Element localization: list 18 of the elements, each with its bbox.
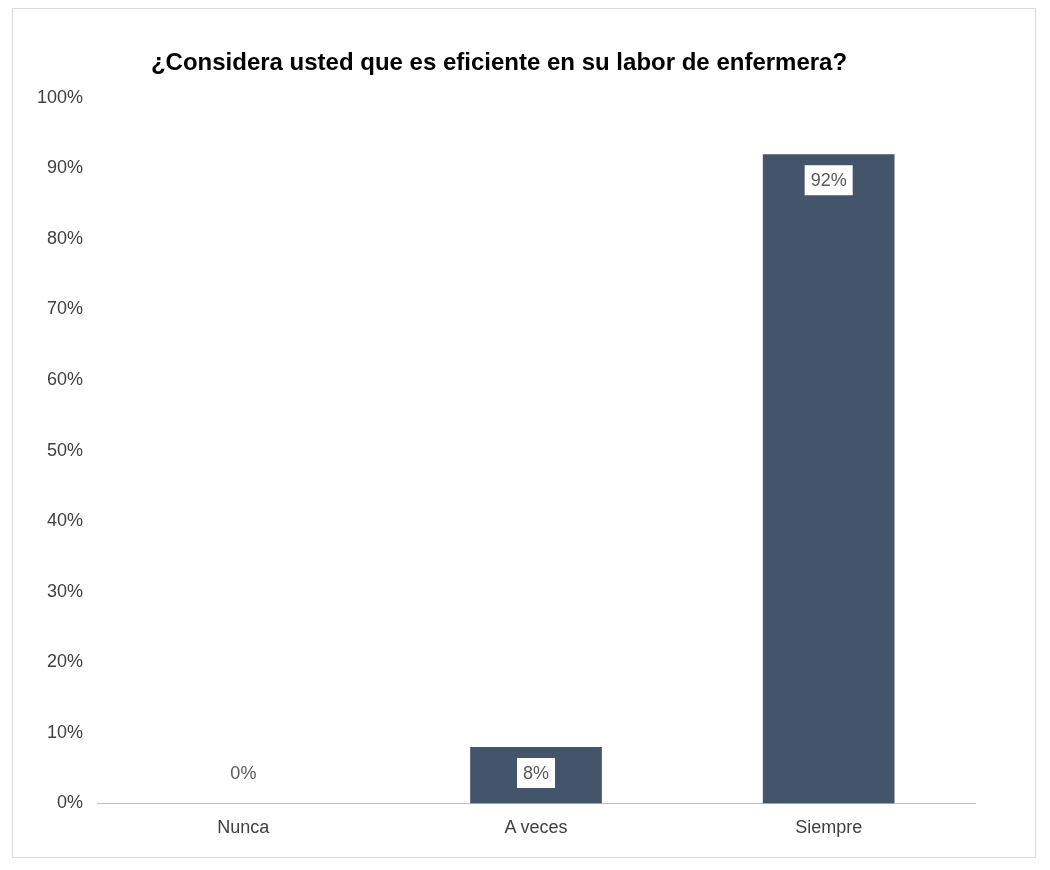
y-tick-label: 90% xyxy=(47,157,84,178)
x-tick-label: Siempre xyxy=(795,817,863,838)
y-tick-label: 70% xyxy=(47,298,84,319)
y-tick-label: 20% xyxy=(47,651,84,672)
y-tick-label: 30% xyxy=(47,580,84,601)
y-tick-label: 40% xyxy=(47,510,84,531)
y-tick-label: 60% xyxy=(47,369,84,390)
x-tick-label: A veces xyxy=(504,817,568,838)
y-tick-label: 0% xyxy=(57,792,84,813)
y-tick-label: 80% xyxy=(47,227,84,248)
x-tick-label: Nunca xyxy=(217,817,271,838)
chart-title: ¿Considera usted que es eficiente en su labor de enfermera? xyxy=(150,48,848,76)
y-tick-label: 50% xyxy=(47,439,84,460)
data-label: 92% xyxy=(810,170,847,191)
data-label: 8% xyxy=(523,762,550,783)
y-tick-label: 10% xyxy=(47,721,84,742)
y-tick-label: 100% xyxy=(36,86,84,107)
data-label: 0% xyxy=(230,763,257,784)
